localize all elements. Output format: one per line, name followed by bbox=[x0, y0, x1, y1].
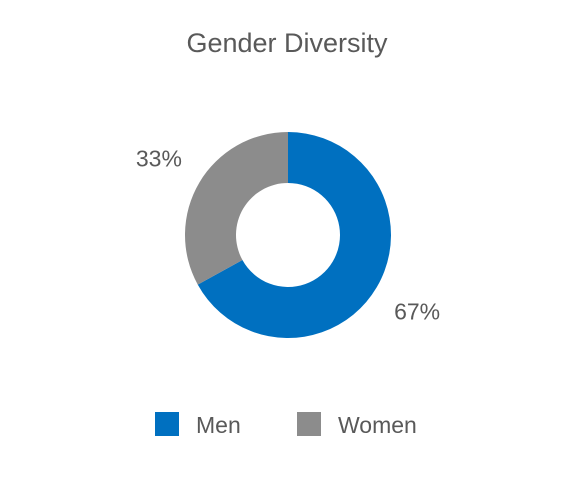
legend-label-women: Women bbox=[338, 412, 417, 438]
legend-item-women: Women bbox=[297, 412, 417, 438]
legend-item-men: Men bbox=[155, 412, 241, 438]
legend: Men Women bbox=[155, 412, 417, 438]
chart-title: Gender Diversity bbox=[186, 28, 388, 58]
data-label-women: 33% bbox=[136, 146, 182, 172]
data-labels: 67% 33% bbox=[136, 146, 440, 325]
donut-slice-men bbox=[197, 132, 391, 338]
data-label-men: 67% bbox=[394, 298, 440, 324]
donut-slice-women bbox=[185, 132, 288, 285]
legend-swatch-women bbox=[297, 412, 321, 436]
donut-slices bbox=[185, 132, 391, 338]
legend-swatch-men bbox=[155, 412, 179, 436]
legend-label-men: Men bbox=[196, 412, 241, 438]
